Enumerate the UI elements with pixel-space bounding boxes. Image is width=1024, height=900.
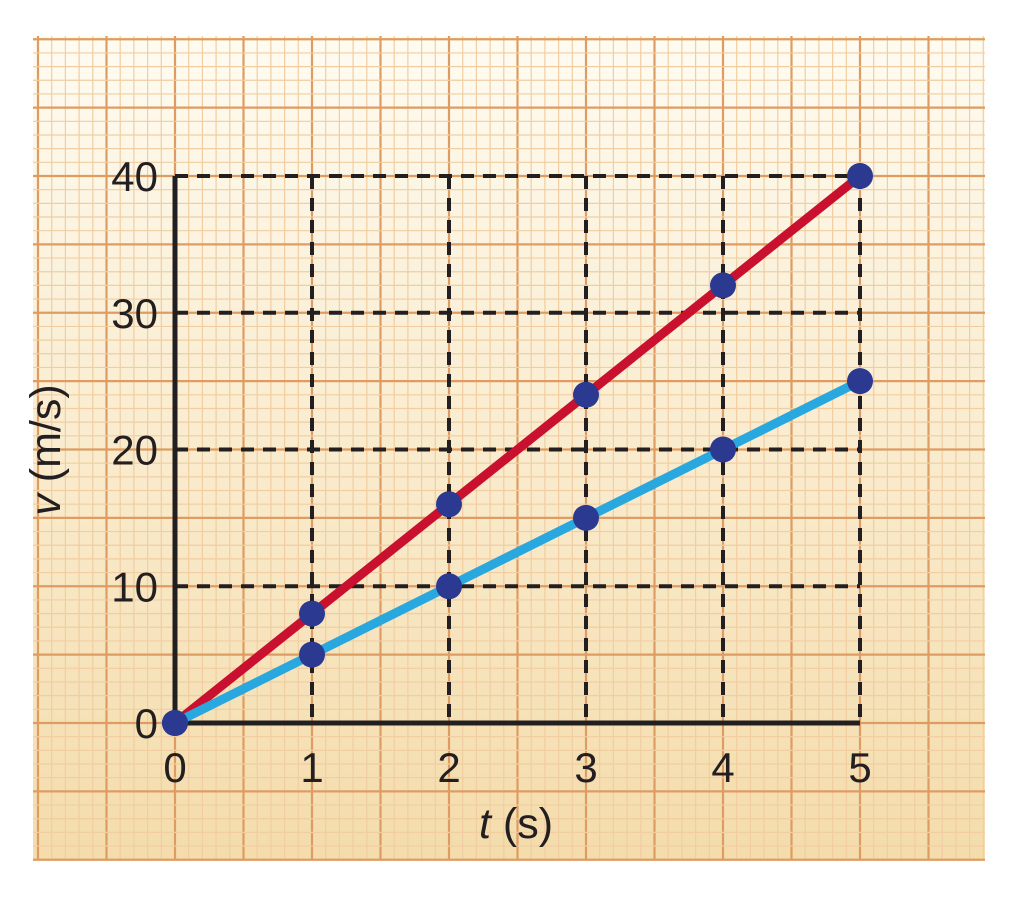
data-point-marker (847, 163, 873, 189)
data-point-marker (436, 491, 462, 518)
data-point-marker (573, 381, 599, 408)
data-point-markers (162, 163, 873, 736)
data-point-marker (162, 710, 188, 736)
x-axis-label-unit: (s) (491, 800, 553, 848)
data-point-marker (710, 272, 736, 299)
x-tick-label: 5 (848, 744, 871, 791)
data-point-marker (299, 641, 325, 668)
data-series (170, 171, 865, 728)
axis-and-tick-labels: 0 10 20 30 40 0 1 2 3 4 5 v (m/s) t (s) (22, 153, 872, 848)
y-axis-label: v (m/s) (22, 384, 70, 515)
axes (172, 176, 860, 726)
series-line-shallower-line (170, 376, 865, 728)
x-axis-label: t (s) (479, 800, 553, 848)
y-tick-label: 0 (135, 700, 158, 747)
y-tick-label: 20 (111, 427, 158, 474)
y-axis-label-variable: v (22, 492, 70, 516)
x-tick-label: 2 (437, 744, 460, 791)
data-point-marker (436, 573, 462, 600)
x-tick-label: 1 (300, 744, 323, 791)
data-point-marker (710, 436, 736, 463)
data-point-marker (573, 504, 599, 531)
x-axis-label-variable: t (479, 800, 493, 848)
y-tick-label: 10 (111, 563, 158, 610)
series-line-steeper-line (170, 171, 865, 728)
data-point-marker (847, 368, 873, 395)
x-tick-label: 0 (163, 744, 186, 791)
x-tick-label: 4 (711, 744, 734, 791)
data-point-marker (299, 600, 325, 627)
y-axis-label-unit: (m/s) (22, 384, 70, 494)
y-tick-label: 40 (111, 153, 158, 200)
x-tick-label: 3 (574, 744, 597, 791)
y-tick-label: 30 (111, 290, 158, 337)
